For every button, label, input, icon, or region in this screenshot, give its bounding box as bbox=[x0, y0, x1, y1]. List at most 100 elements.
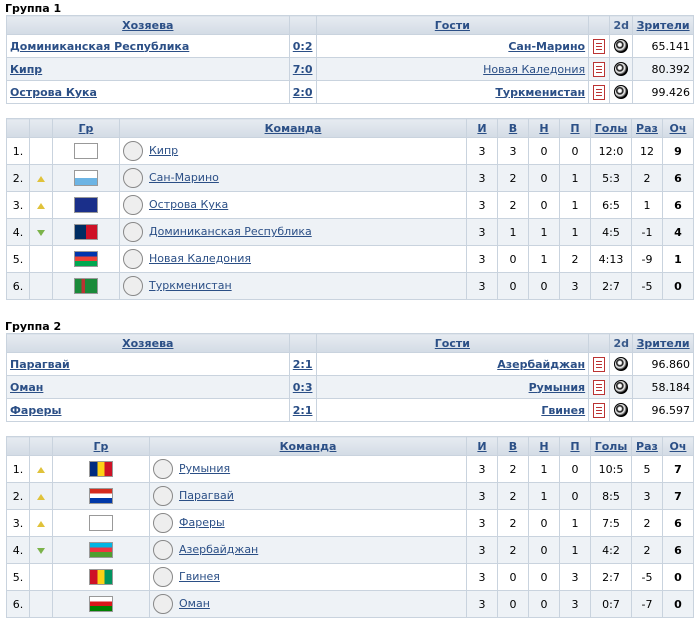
report-icon[interactable] bbox=[593, 61, 606, 77]
team-name[interactable]: Новая Каледония bbox=[149, 252, 251, 265]
goals: 0:7 bbox=[590, 590, 632, 618]
ball-icon[interactable] bbox=[614, 357, 629, 371]
spectators: 99.426 bbox=[632, 80, 694, 104]
team-name[interactable]: Туркменистан bbox=[149, 279, 232, 292]
team-name[interactable]: Фареры bbox=[179, 516, 225, 529]
home-team[interactable]: Острова Кука bbox=[10, 85, 97, 99]
team-emblem-icon bbox=[123, 276, 143, 296]
away-team[interactable]: Туркменистан bbox=[495, 85, 586, 99]
score[interactable]: 2:1 bbox=[292, 357, 313, 371]
report-icon[interactable] bbox=[593, 84, 606, 100]
flag-icon bbox=[89, 596, 113, 612]
team-name[interactable]: Острова Кука bbox=[149, 198, 229, 211]
team-header: Команда bbox=[119, 118, 467, 138]
team-name[interactable]: Азербайджан bbox=[179, 543, 259, 556]
team-emblem-icon bbox=[153, 594, 173, 614]
home-team[interactable]: Оман bbox=[10, 380, 44, 394]
goals: 12:0 bbox=[590, 137, 632, 165]
home-team[interactable]: Доминиканская Республика bbox=[10, 39, 190, 53]
team-name[interactable]: Оман bbox=[179, 597, 210, 610]
arrow-up-icon bbox=[37, 493, 45, 500]
draw: 0 bbox=[528, 536, 560, 564]
score[interactable]: 2:1 bbox=[292, 403, 313, 417]
away-team[interactable]: Гвинея bbox=[541, 403, 586, 417]
played: 3 bbox=[466, 137, 498, 165]
won-header: В bbox=[497, 118, 529, 138]
points: 9 bbox=[662, 137, 694, 165]
away-header[interactable]: Гости bbox=[315, 333, 590, 353]
ball-icon[interactable] bbox=[614, 380, 629, 394]
played: 3 bbox=[466, 590, 498, 618]
flag-icon bbox=[74, 143, 98, 159]
goal-diff: -7 bbox=[631, 590, 663, 618]
draw: 1 bbox=[528, 245, 560, 273]
away-team[interactable]: Новая Каледония bbox=[483, 62, 586, 76]
ball-icon[interactable] bbox=[614, 403, 629, 417]
report-icon[interactable] bbox=[593, 379, 606, 395]
won: 2 bbox=[497, 482, 529, 510]
team-name[interactable]: Доминиканская Республика bbox=[149, 225, 312, 238]
home-team[interactable]: Парагвай bbox=[10, 357, 70, 371]
goals: 7:5 bbox=[590, 509, 632, 537]
flag-icon bbox=[74, 251, 98, 267]
won: 2 bbox=[497, 509, 529, 537]
spectators: 58.184 bbox=[632, 375, 694, 399]
score[interactable]: 0:2 bbox=[292, 39, 313, 53]
arrow-down-icon bbox=[37, 547, 45, 554]
match-row: Парагвай 2:1 Азербайджан 96.860 bbox=[6, 352, 694, 376]
lost: 0 bbox=[559, 482, 591, 510]
position: 6. bbox=[6, 590, 30, 618]
team-name[interactable]: Кипр bbox=[149, 144, 179, 157]
played-header: И bbox=[466, 118, 498, 138]
score[interactable]: 2:0 bbox=[292, 85, 313, 99]
lost: 2 bbox=[559, 245, 591, 273]
away-team[interactable]: Сан-Марино bbox=[508, 39, 586, 53]
team-name[interactable]: Парагвай bbox=[179, 489, 234, 502]
report-icon[interactable] bbox=[593, 356, 606, 372]
goals: 6:5 bbox=[590, 191, 632, 219]
ball-icon[interactable] bbox=[614, 39, 629, 53]
group-1-standings: Гр Команда И В Н П Голы Раз Оч 1. Кипр 3 3 0… bbox=[6, 118, 694, 300]
spectators-header[interactable]: Зрители bbox=[632, 15, 694, 35]
draw: 0 bbox=[528, 191, 560, 219]
goal-diff: 5 bbox=[631, 455, 663, 483]
draw: 0 bbox=[528, 272, 560, 300]
score[interactable]: 7:0 bbox=[292, 62, 313, 76]
position: 3. bbox=[6, 191, 30, 219]
position: 5. bbox=[6, 563, 30, 591]
home-team[interactable]: Кипр bbox=[10, 62, 43, 76]
away-team[interactable]: Азербайджан bbox=[497, 357, 586, 371]
lost: 1 bbox=[559, 536, 591, 564]
position: 1. bbox=[6, 455, 30, 483]
won: 0 bbox=[497, 272, 529, 300]
team-name[interactable]: Гвинея bbox=[179, 570, 220, 583]
goals: 2:7 bbox=[590, 272, 632, 300]
home-team[interactable]: Фареры bbox=[10, 403, 62, 417]
away-team[interactable]: Румыния bbox=[528, 380, 586, 394]
report-icon[interactable] bbox=[593, 402, 606, 418]
home-header[interactable]: Хозяева bbox=[6, 333, 290, 353]
flag-icon bbox=[89, 488, 113, 504]
points: 6 bbox=[662, 509, 694, 537]
home-header[interactable]: Хозяева bbox=[6, 15, 290, 35]
ball-icon[interactable] bbox=[614, 85, 629, 99]
away-header[interactable]: Гости bbox=[315, 15, 590, 35]
team-name[interactable]: Сан-Марино bbox=[149, 171, 219, 184]
flag-icon bbox=[74, 197, 98, 213]
ball-icon[interactable] bbox=[614, 62, 629, 76]
goals: 4:2 bbox=[590, 536, 632, 564]
lost: 1 bbox=[559, 191, 591, 219]
lost: 1 bbox=[559, 509, 591, 537]
lost-header: П bbox=[559, 436, 591, 456]
group-2-title: Группа 2 bbox=[5, 320, 62, 333]
team-name[interactable]: Румыния bbox=[179, 462, 231, 475]
diff-header: Раз bbox=[631, 118, 663, 138]
spectators-header[interactable]: Зрители bbox=[632, 333, 694, 353]
team-header: Команда bbox=[149, 436, 467, 456]
report-icon[interactable] bbox=[593, 38, 606, 54]
arrow-down-icon bbox=[37, 229, 45, 236]
match-row: Кипр 7:0 Новая Каледония 80.392 bbox=[6, 57, 694, 81]
table-row: 6. Оман 3 0 0 3 0:7 -7 0 bbox=[6, 590, 694, 618]
lost: 1 bbox=[559, 164, 591, 192]
score[interactable]: 0:3 bbox=[292, 380, 313, 394]
